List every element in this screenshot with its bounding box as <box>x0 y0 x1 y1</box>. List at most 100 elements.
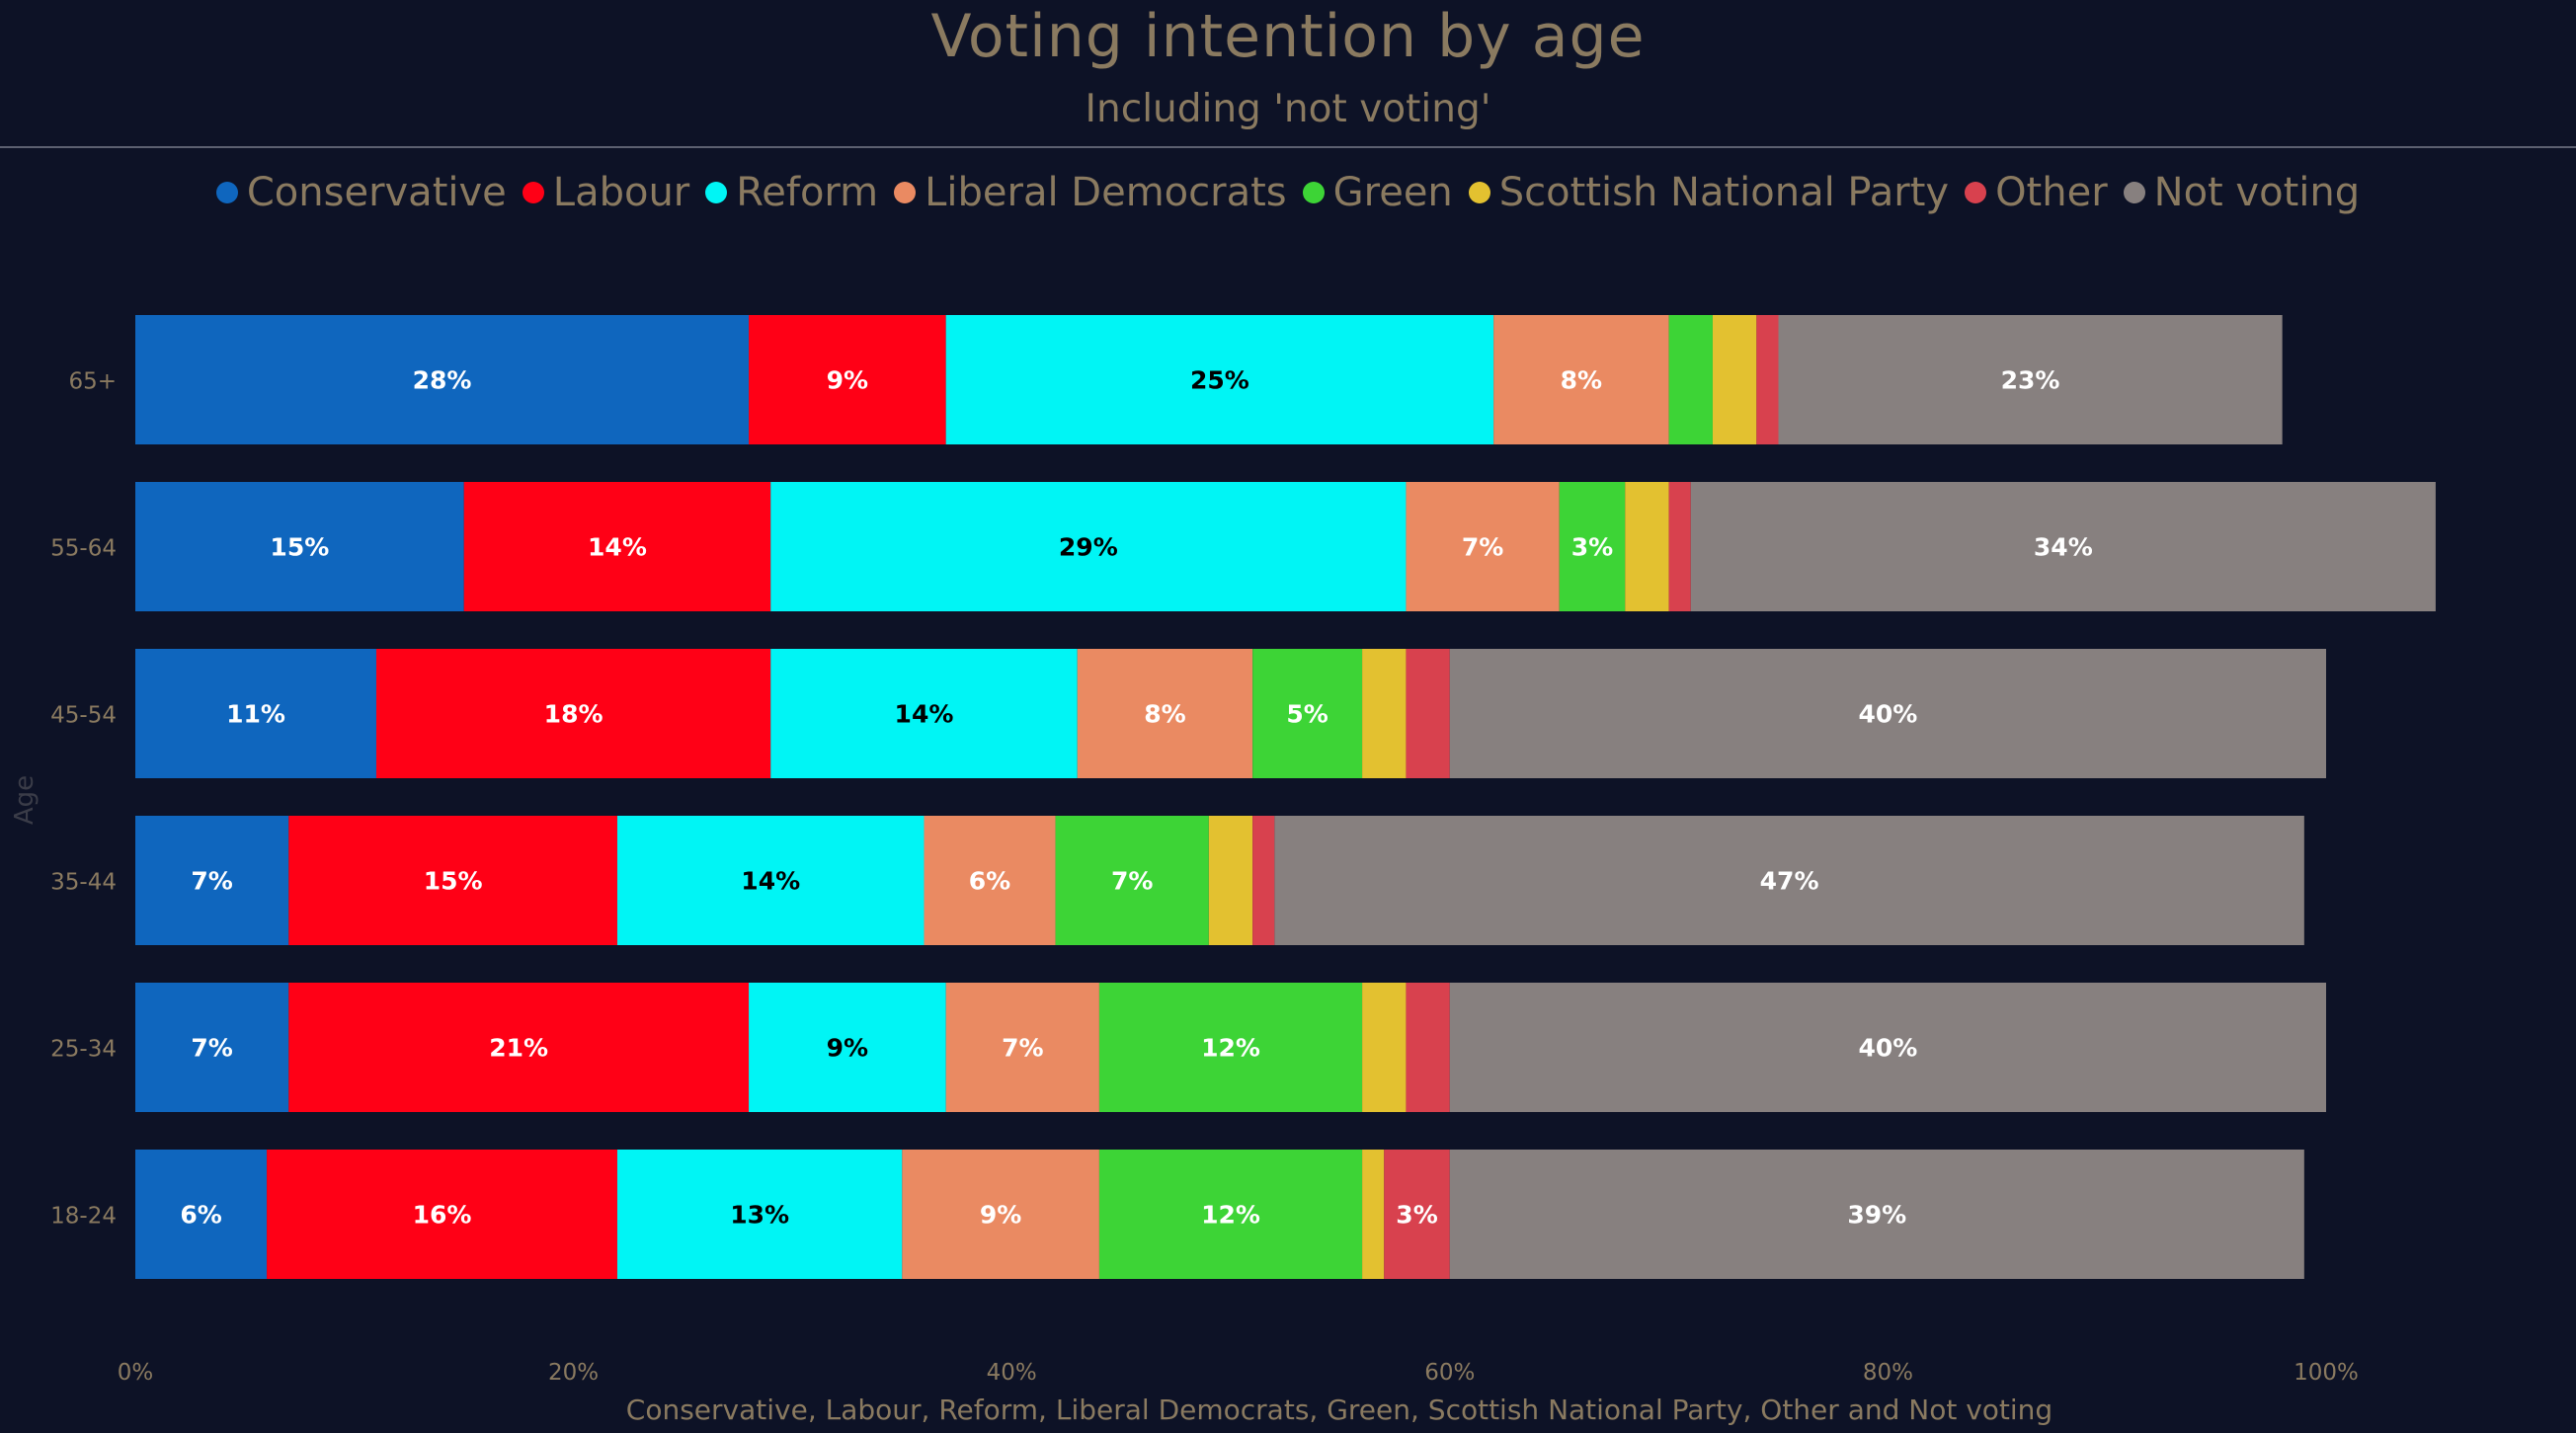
bar-data-label: 13% <box>730 1201 789 1230</box>
bar-segment[interactable] <box>375 649 771 778</box>
bar-data-label: 9% <box>827 366 868 395</box>
legend-swatch-icon <box>894 182 917 203</box>
bar-data-label: 39% <box>1847 1201 1906 1230</box>
bar-segment[interactable] <box>135 649 376 778</box>
bar-data-label: 29% <box>1059 533 1118 562</box>
bar-segment[interactable] <box>1384 1150 1450 1279</box>
chart-subtitle: Including 'not voting' <box>1085 87 1491 131</box>
bar-segment[interactable] <box>135 315 750 444</box>
bar-segment[interactable] <box>135 1150 268 1279</box>
legend-item[interactable]: Conservative <box>215 170 507 215</box>
bar-segment[interactable] <box>288 816 617 945</box>
bar-segment[interactable] <box>1362 983 1407 1112</box>
bar-segment[interactable] <box>1712 315 1757 444</box>
legend-label: Not voting <box>2153 170 2361 215</box>
bar-segment[interactable] <box>945 983 1099 1112</box>
y-tick-label: 25-34 <box>50 1037 117 1063</box>
legend-item[interactable]: Liberal Democrats <box>894 170 1287 215</box>
bar-data-label: 23% <box>2001 366 2060 395</box>
bar-segment[interactable] <box>1362 1150 1385 1279</box>
legend-label: Conservative <box>246 170 507 215</box>
bar-segment[interactable] <box>1493 315 1669 444</box>
bar-segment[interactable] <box>749 315 946 444</box>
bar-segment[interactable] <box>1690 482 2436 611</box>
bar-segment[interactable] <box>616 1150 903 1279</box>
legend-swatch-icon <box>2123 182 2145 203</box>
bar-segment[interactable] <box>770 649 1078 778</box>
bar-segment[interactable] <box>1208 816 1253 945</box>
y-tick-label: 65+ <box>68 369 117 395</box>
bar-data-label: 6% <box>969 867 1010 896</box>
bar-segment[interactable] <box>1362 649 1407 778</box>
legend-label: Scottish National Party <box>1498 170 1950 215</box>
bar-segment[interactable] <box>1098 983 1363 1112</box>
bar-data-label: 5% <box>1286 700 1328 729</box>
bar-segment[interactable] <box>1274 816 2304 945</box>
legend-item[interactable]: Not voting <box>2123 170 2361 215</box>
legend-label: Green <box>1332 170 1453 215</box>
bar-segment[interactable] <box>1778 315 2283 444</box>
bar-data-label: 7% <box>1002 1034 1043 1063</box>
bar-segment[interactable] <box>1406 983 1450 1112</box>
x-tick-label: 60% <box>1424 1360 1475 1386</box>
bar-segment[interactable] <box>135 482 464 611</box>
x-tick-label: 0% <box>118 1360 154 1386</box>
bar-segment[interactable] <box>1098 1150 1363 1279</box>
bar-segment[interactable] <box>749 983 946 1112</box>
bar-segment[interactable] <box>924 816 1056 945</box>
legend-label: Reform <box>736 170 879 215</box>
legend-swatch-icon <box>215 182 238 203</box>
legend-item[interactable]: Labour <box>522 170 690 215</box>
legend-label: Other <box>1995 170 2108 215</box>
bar-data-label: 14% <box>895 700 954 729</box>
bar-segment[interactable] <box>1449 983 2326 1112</box>
bar-segment[interactable] <box>1077 649 1253 778</box>
bar-segment[interactable] <box>288 983 750 1112</box>
bar-segment[interactable] <box>1252 649 1363 778</box>
legend-label: Labour <box>552 170 690 215</box>
legend-label: Liberal Democrats <box>925 170 1287 215</box>
legend-item[interactable]: Scottish National Party <box>1468 170 1950 215</box>
bar-data-label: 15% <box>270 533 329 562</box>
legend-item[interactable]: Other <box>1965 170 2108 215</box>
bar-data-label: 7% <box>1111 867 1153 896</box>
bar-segment[interactable] <box>770 482 1407 611</box>
bar-segment[interactable] <box>1406 649 1450 778</box>
bar-segment[interactable] <box>1668 315 1713 444</box>
bar-segment[interactable] <box>1449 1150 2304 1279</box>
bar-segment[interactable] <box>1449 649 2326 778</box>
bar-segment[interactable] <box>1756 315 1779 444</box>
y-axis-title: Age <box>10 775 40 825</box>
bar-data-label: 14% <box>588 533 647 562</box>
bar-data-label: 40% <box>1858 700 1917 729</box>
bar-data-label: 7% <box>191 867 232 896</box>
bar-segment[interactable] <box>135 983 289 1112</box>
bar-data-label: 9% <box>827 1034 868 1063</box>
legend-item[interactable]: Green <box>1302 170 1453 215</box>
bar-data-label: 18% <box>544 700 604 729</box>
bar-segment[interactable] <box>616 816 925 945</box>
bar-segment[interactable] <box>135 816 289 945</box>
bar-data-label: 7% <box>191 1034 232 1063</box>
bar-segment[interactable] <box>463 482 771 611</box>
y-tick-label: 45-54 <box>50 703 117 729</box>
bar-segment[interactable] <box>1055 816 1209 945</box>
x-tick-label: 80% <box>1863 1360 1913 1386</box>
bar-segment[interactable] <box>1559 482 1626 611</box>
legend-swatch-icon <box>1965 182 1987 203</box>
bar-segment[interactable] <box>1252 816 1275 945</box>
bar-data-label: 6% <box>180 1201 221 1230</box>
bar-data-label: 7% <box>1462 533 1503 562</box>
bar-segment[interactable] <box>267 1150 617 1279</box>
legend-swatch-icon <box>1468 182 1490 203</box>
bar-segment[interactable] <box>902 1150 1099 1279</box>
bar-segment[interactable] <box>945 315 1494 444</box>
bar-segment[interactable] <box>1406 482 1560 611</box>
bar-segment[interactable] <box>1625 482 1669 611</box>
legend-item[interactable]: Reform <box>705 170 878 215</box>
bar-segment[interactable] <box>1668 482 1691 611</box>
y-tick-label: 18-24 <box>50 1204 117 1230</box>
bar-data-label: 14% <box>741 867 800 896</box>
x-tick-label: 100% <box>2294 1360 2359 1386</box>
